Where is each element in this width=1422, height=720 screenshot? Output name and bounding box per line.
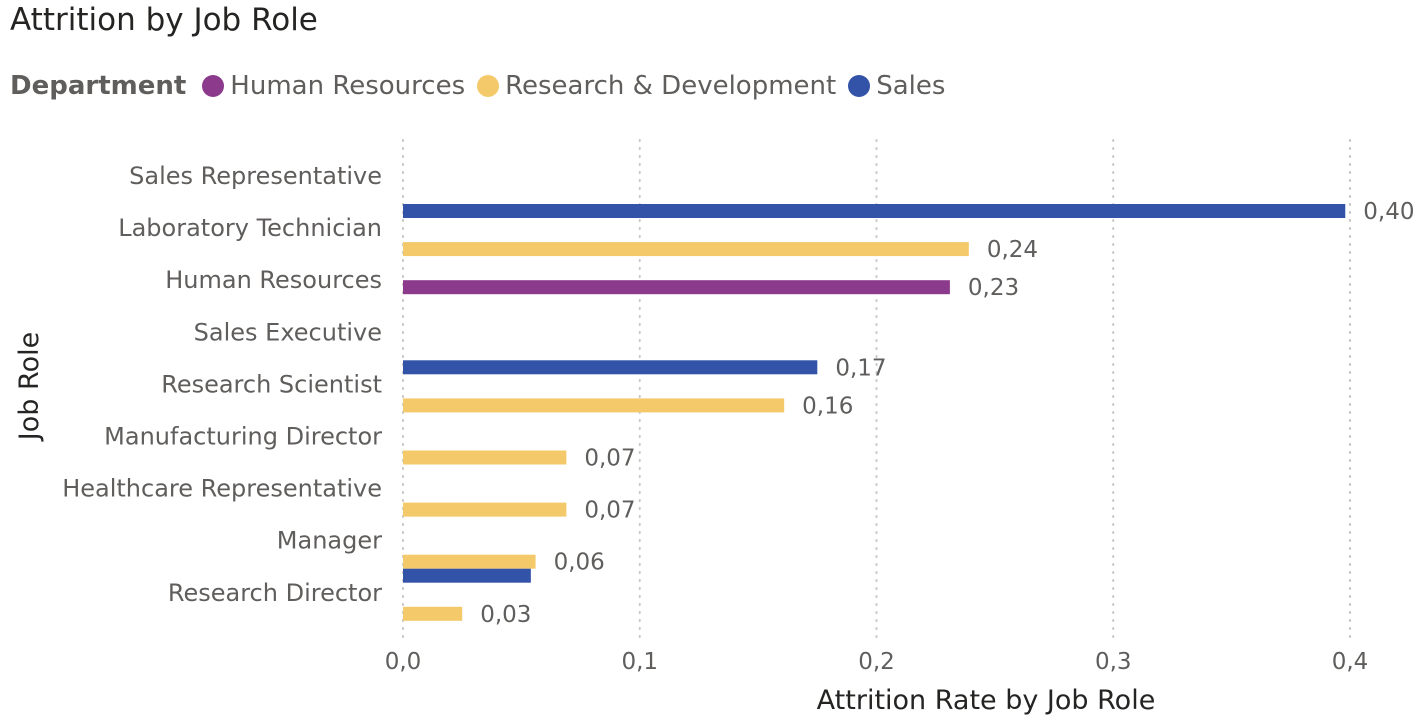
x-tick-label: 0,2 (858, 649, 895, 675)
category-label: Sales Representative (129, 162, 382, 190)
x-axis-title: Attrition Rate by Job Role (817, 685, 1156, 716)
data-labels: 0,40 0,24 0,23 0,17 0,16 0,07 0,07 0,06 0,03 (480, 199, 1414, 628)
legend-item-sales[interactable]: Sales (848, 71, 945, 101)
bar-research-development[interactable] (403, 502, 567, 517)
chart-title: Attrition by Job Role (10, 2, 318, 38)
x-tick-label: 0,0 (385, 649, 422, 675)
legend-label-research-development: Research & Development (505, 71, 837, 101)
category-label: Research Director (168, 579, 382, 607)
legend-marker-research-development (477, 75, 500, 97)
legend: Department Human Resources Research & De… (10, 66, 957, 106)
legend-title: Department (10, 71, 187, 101)
data-label: 0,07 (584, 498, 635, 524)
bar-research-development[interactable] (403, 450, 567, 465)
bar-sales[interactable] (403, 360, 818, 375)
x-tick-label: 0,4 (1332, 649, 1369, 675)
bar-sales[interactable] (403, 568, 531, 583)
legend-marker-human-resources (202, 75, 225, 97)
data-label: 0,03 (480, 602, 531, 628)
legend-item-human-resources[interactable]: Human Resources (202, 71, 465, 101)
x-axis-ticks: 0,0 0,1 0,2 0,3 0,4 (385, 649, 1369, 675)
category-label: Laboratory Technician (118, 214, 382, 242)
legend-label-human-resources: Human Resources (230, 71, 466, 101)
bar-sales[interactable] (403, 204, 1346, 218)
data-label: 0,23 (968, 275, 1019, 301)
x-tick-label: 0,1 (621, 649, 658, 675)
data-label: 0,07 (584, 446, 635, 472)
legend-item-research-development[interactable]: Research & Development (477, 71, 836, 101)
category-label: Manager (277, 527, 382, 555)
legend-label-sales: Sales (876, 71, 946, 101)
bar-research-development[interactable] (403, 606, 463, 621)
data-label: 0,40 (1363, 199, 1414, 225)
bar-human-resources[interactable] (403, 280, 950, 295)
category-label: Sales Executive (194, 318, 382, 346)
x-tick-label: 0,3 (1095, 649, 1132, 675)
category-label: Manufacturing Director (104, 423, 382, 451)
bar-research-development[interactable] (403, 554, 536, 569)
data-label: 0,17 (835, 355, 886, 381)
data-label: 0,16 (802, 393, 853, 419)
category-labels: Sales Representative Laboratory Technicia… (62, 162, 382, 607)
data-label: 0,24 (987, 237, 1038, 263)
bars (403, 204, 1346, 621)
bar-research-development[interactable] (403, 398, 785, 413)
category-label: Research Scientist (161, 370, 382, 398)
legend-marker-sales (848, 75, 871, 97)
category-label: Healthcare Representative (62, 475, 382, 503)
category-label: Human Resources (165, 266, 382, 294)
bar-research-development[interactable] (403, 242, 969, 257)
y-axis-title: Job Role (14, 332, 45, 442)
data-label: 0,06 (554, 550, 605, 576)
